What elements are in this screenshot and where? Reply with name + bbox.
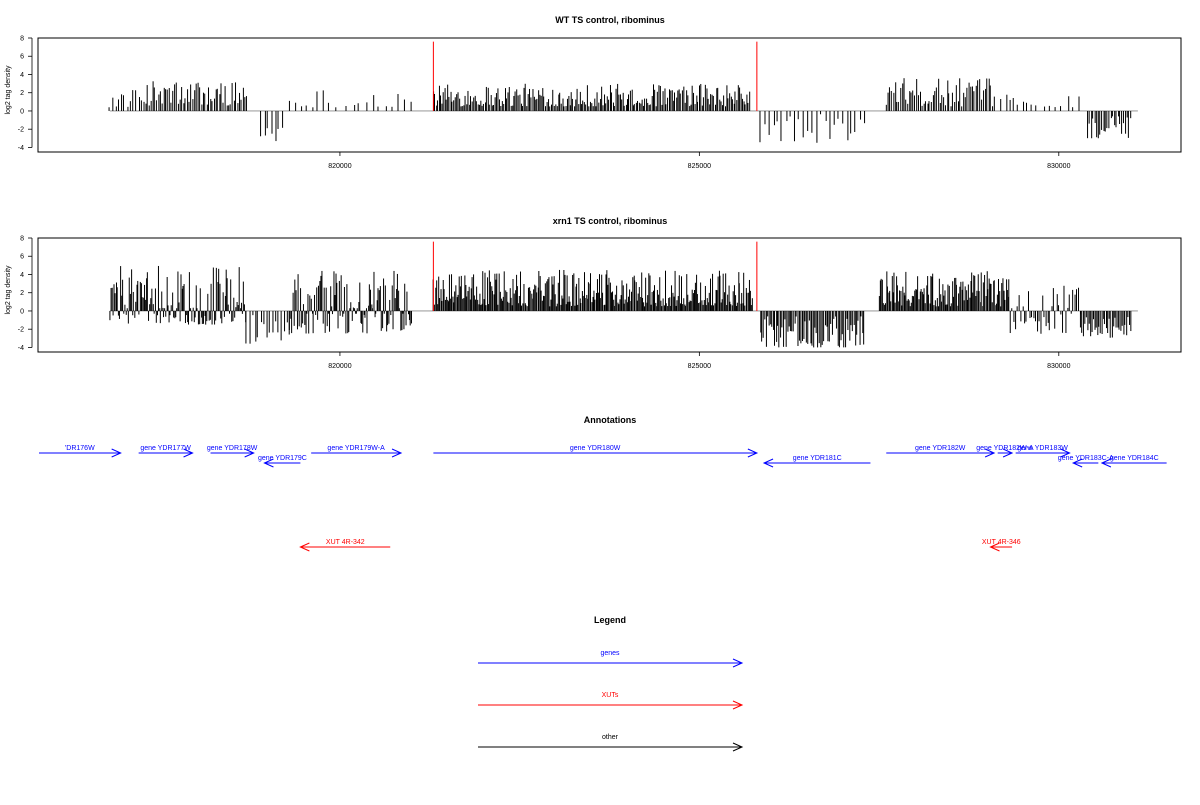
legend-title: Legend [594, 615, 626, 625]
y-tick-label: 0 [20, 108, 24, 115]
gene-label: gene YDR179W-A [327, 445, 385, 452]
y-tick-label: 2 [20, 90, 24, 97]
gene-arrow-head [263, 458, 274, 468]
gene-label: gene YDR183W [1017, 445, 1068, 452]
gene-label: gene YDR182W-A [976, 445, 1034, 452]
y-tick-label: -2 [18, 327, 24, 334]
y-tick-label: 8 [20, 236, 24, 243]
gene-arrow-head [1100, 458, 1112, 468]
xrn1-track-title: xrn1 TS control, ribominus [553, 216, 668, 226]
y-tick-label: 8 [20, 36, 24, 43]
gene-arrow [1015, 448, 1071, 458]
gene-arrow [311, 448, 403, 458]
x-tick-label: 820000 [328, 363, 351, 370]
gene-label: gene YDR178W [207, 445, 258, 452]
gene-arrow [39, 448, 122, 458]
y-tick-label: 4 [20, 72, 24, 79]
xut-arrow-head [989, 542, 1000, 552]
xut-arrow [989, 542, 1013, 552]
x-tick-label: 830000 [1047, 363, 1070, 370]
gene-arrow-head [762, 458, 774, 468]
y-tick-label: -4 [18, 345, 24, 352]
xut-label: XUT 4R-342 [326, 539, 365, 546]
xrn1-track-axes: -4 -2 0 2 4 6 8 820000 825000 830000 [18, 236, 1071, 371]
gene-label: gene YDR182W [915, 445, 966, 452]
gene-arrow-head [111, 448, 122, 458]
gene-arrow [1100, 458, 1167, 468]
gene-arrow [210, 448, 255, 458]
gene-arrow [762, 458, 871, 468]
wt-track-title: WT TS control, ribominus [555, 15, 665, 25]
gene-label: gene YDR180W [570, 445, 621, 452]
gene-label: gene YDR179C [258, 455, 307, 462]
wt-track-frame [37, 37, 1182, 153]
xrn1-track-ylabel: log2 tag density [5, 265, 12, 315]
gene-arrow-head [1002, 448, 1014, 458]
annotations-title: Annotations [584, 415, 637, 425]
legend-arrow-XUTs-head [732, 700, 744, 710]
y-tick-label: -2 [18, 127, 24, 134]
annotations-panel: Annotations 'DR176W gene YDR177W gene YDR1… [39, 415, 1167, 552]
gene-label: 'DR176W [65, 445, 95, 452]
legend-arrow-genes [478, 658, 744, 668]
y-tick-label: 6 [20, 54, 24, 61]
gene-arrow-head [391, 448, 403, 458]
legend-arrow-other [478, 742, 744, 752]
gene-arrow-head [747, 448, 759, 458]
y-tick-label: 2 [20, 290, 24, 297]
xrn1-track-frame [37, 237, 1182, 353]
x-tick-label: 820000 [328, 163, 351, 170]
wt-track-axes: -4 -2 0 2 4 6 8 820000 825000 830000 [18, 36, 1071, 171]
xut-arrows: XUT 4R-342 XUT 4R-346 [299, 539, 1021, 552]
y-tick-label: 6 [20, 254, 24, 261]
legend-label: genes [600, 650, 620, 657]
gene-arrow-head [984, 448, 996, 458]
legend-panel: Legend genes XUTs other [478, 615, 744, 752]
gene-arrow [138, 448, 194, 458]
xut-arrow [299, 542, 391, 552]
gene-arrow [1071, 458, 1099, 468]
y-tick-label: 0 [20, 308, 24, 315]
gene-label: gene YDR183C-A [1058, 455, 1114, 462]
gene-arrow-head [244, 448, 255, 458]
gene-arrow [263, 458, 301, 468]
y-tick-label: 4 [20, 272, 24, 279]
gene-arrow [997, 448, 1014, 458]
wt-track-panel: WT TS control, ribominus log2 tag densit… [5, 15, 1182, 171]
legend-label: XUTs [602, 692, 619, 699]
legend-label: other [602, 734, 619, 741]
gene-arrow [886, 448, 996, 458]
y-tick-label: -4 [18, 145, 24, 152]
gene-label: gene YDR184C [1110, 455, 1159, 462]
legend-arrow-other-head [732, 742, 744, 752]
x-tick-label: 830000 [1047, 163, 1070, 170]
gene-arrow-head [183, 448, 194, 458]
legend-arrow-genes-head [732, 658, 744, 668]
xut-label: XUT 4R-346 [982, 539, 1021, 546]
x-tick-label: 825000 [688, 363, 711, 370]
legend-arrow-XUTs [478, 700, 744, 710]
gene-label: gene YDR177W [140, 445, 191, 452]
wt-track-ylabel: log2 tag density [5, 65, 12, 115]
gene-arrow-head [1071, 458, 1083, 468]
xrn1-track-bars [109, 241, 1138, 348]
gene-arrow [433, 448, 759, 458]
legend-items: genes XUTs other [478, 650, 744, 752]
gene-arrow-head [1060, 448, 1071, 458]
xrn1-track-panel: xrn1 TS control, ribominus log2 tag dens… [5, 216, 1182, 371]
gene-label: gene YDR181C [793, 455, 842, 462]
wt-track-bars [108, 41, 1138, 143]
xut-arrow-head [299, 542, 310, 552]
x-tick-label: 825000 [688, 163, 711, 170]
